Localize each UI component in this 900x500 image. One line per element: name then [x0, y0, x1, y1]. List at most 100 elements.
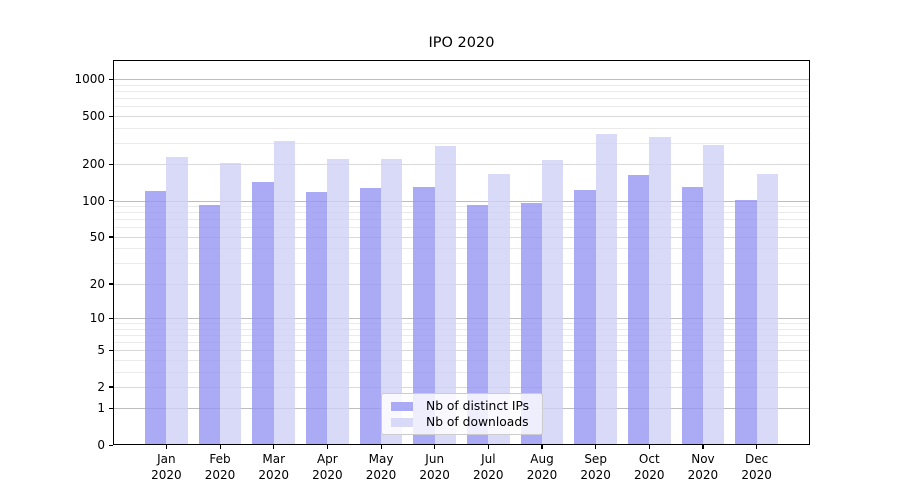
y-tick-mark [109, 115, 113, 117]
x-tick-label: Jun 2020 [419, 452, 450, 482]
legend-swatch-downloads [391, 417, 413, 428]
x-tick-mark [595, 445, 597, 449]
minor-gridline [114, 98, 809, 100]
x-tick-mark [165, 445, 168, 449]
x-tick-label: Feb 2020 [204, 452, 236, 482]
mid-gridline [114, 386, 809, 388]
mid-gridline [114, 350, 809, 352]
bar-distinct-ips [359, 187, 381, 444]
minor-gridline [114, 84, 809, 86]
minor-gridline [114, 91, 809, 93]
legend-item-downloads: Nb of downloads [391, 415, 534, 430]
bar-downloads [273, 141, 296, 444]
x-tick-label: Sep 2020 [580, 452, 611, 482]
bar-downloads [756, 174, 778, 444]
y-tick-mark [109, 444, 113, 446]
plot-area [113, 60, 810, 445]
y-tick-mark [109, 407, 113, 409]
y-tick-mark [109, 317, 113, 319]
minor-gridline [114, 359, 809, 361]
x-tick-mark [380, 445, 382, 449]
minor-gridline [114, 371, 809, 373]
minor-gridline [114, 106, 809, 108]
bar-downloads [220, 163, 242, 444]
minor-gridline [114, 212, 809, 214]
x-tick-label: Apr 2020 [312, 452, 343, 482]
bar-distinct-ips [627, 175, 650, 444]
y-tick-mark [109, 163, 113, 166]
x-tick-mark [273, 445, 275, 449]
chart-title: IPO 2020 [428, 35, 495, 51]
minor-gridline [114, 263, 809, 265]
x-tick-label: Aug 2020 [526, 452, 558, 482]
y-tick-label: 200 [82, 157, 105, 172]
bar-distinct-ips [735, 200, 757, 444]
x-tick-label: Nov 2020 [687, 452, 719, 482]
bar-downloads [702, 144, 725, 444]
y-tick-label: 50 [89, 229, 105, 244]
x-tick-mark [434, 445, 436, 449]
bar-downloads [488, 173, 510, 444]
y-tick-label: 10 [89, 311, 105, 326]
minor-gridline [114, 342, 809, 344]
bar-distinct-ips [413, 187, 435, 444]
legend-label: Nb of distinct IPs [426, 399, 530, 413]
minor-gridline [114, 328, 809, 330]
bar-downloads [327, 158, 349, 444]
x-tick-mark [326, 445, 329, 449]
x-tick-label: Jul 2020 [473, 452, 504, 482]
mid-gridline [114, 164, 809, 166]
minor-gridline [114, 206, 809, 208]
bar-distinct-ips [145, 190, 167, 444]
x-tick-mark [648, 445, 650, 449]
major-gridline [114, 79, 809, 81]
minor-gridline [114, 219, 809, 221]
legend-swatch-distinct-ips [391, 401, 413, 412]
x-tick-mark [487, 445, 489, 449]
bar-downloads [649, 136, 671, 444]
y-tick-mark [109, 283, 113, 285]
bar-distinct-ips [520, 202, 542, 444]
minor-gridline [114, 248, 809, 250]
mid-gridline [114, 236, 809, 238]
y-tick-mark [109, 78, 113, 81]
x-tick-mark [541, 445, 543, 449]
bar-downloads [381, 158, 403, 444]
bar-downloads [434, 146, 457, 444]
bar-downloads [595, 134, 618, 444]
y-tick-mark [109, 200, 113, 202]
y-tick-label: 1 [97, 401, 105, 416]
bar-downloads [166, 157, 188, 444]
bar-distinct-ips [574, 189, 596, 444]
y-tick-mark [109, 236, 113, 238]
y-tick-label: 1000 [74, 72, 105, 87]
x-tick-mark [756, 445, 758, 449]
minor-gridline [114, 323, 809, 325]
bar-distinct-ips [466, 204, 489, 444]
legend-label: Nb of downloads [426, 415, 529, 429]
y-tick-label: 20 [89, 276, 105, 291]
y-tick-label: 100 [82, 193, 105, 208]
legend: Nb of distinct IPs Nb of downloads [381, 393, 543, 435]
y-tick-label: 500 [82, 109, 105, 124]
y-tick-label: 0 [97, 438, 105, 452]
bar-distinct-ips [198, 205, 221, 444]
bar-distinct-ips [305, 191, 328, 444]
minor-gridline [114, 127, 809, 129]
x-tick-label: Dec 2020 [741, 452, 772, 482]
y-tick-label: 5 [97, 343, 105, 358]
mid-gridline [114, 283, 809, 285]
y-tick-label: 2 [97, 379, 105, 394]
y-tick-mark [109, 386, 113, 388]
bar-distinct-ips [252, 182, 274, 444]
bar-distinct-ips [681, 187, 703, 444]
y-tick-mark [109, 349, 113, 351]
x-tick-label: Oct 2020 [634, 452, 665, 482]
x-tick-label: Mar 2020 [258, 452, 289, 482]
minor-gridline [114, 227, 809, 229]
major-gridline [114, 200, 809, 202]
x-tick-mark [219, 445, 221, 449]
minor-gridline [114, 334, 809, 336]
x-tick-label: Jan 2020 [151, 452, 182, 482]
